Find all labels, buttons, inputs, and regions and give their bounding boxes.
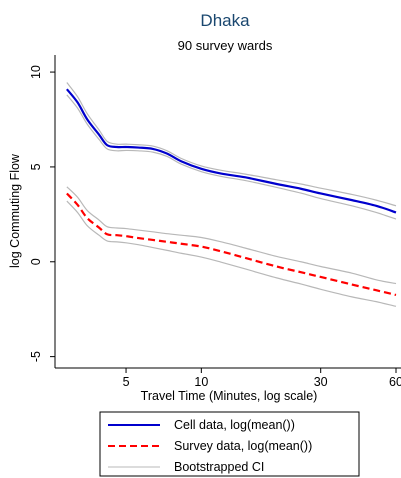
series-cell-line [66,88,397,214]
ci-upper-survey [66,186,397,285]
series-layer [66,82,397,307]
series-survey-line [66,192,397,297]
y-tick-label: 0 [29,258,43,265]
x-axis-label: Travel Time (Minutes, log scale) [141,389,318,403]
x-tick-label: 30 [314,375,328,389]
x-tick-label: 10 [194,375,208,389]
legend-label-cell: Cell data, log(mean()) [174,418,295,432]
y-axis-ticks: -5 0 5 10 [29,65,55,362]
chart-subtitle: 90 survey wards [178,38,273,53]
chart-title: Dhaka [200,11,250,30]
legend: Cell data, log(mean()) Survey data, log(… [99,411,360,477]
x-tick-label: 5 [123,375,130,389]
x-tick-label: 60 [389,375,401,389]
legend-box [99,411,360,477]
ci-lower-survey [66,200,397,307]
y-tick-label: 5 [29,163,43,170]
y-tick-label: -5 [29,351,43,362]
legend-label-ci: Bootstrapped CI [174,460,264,474]
ci-lower-cell [66,94,397,220]
x-axis-ticks: 5 10 30 60 [123,368,401,389]
y-tick-label: 10 [29,65,43,79]
y-axis-label: log Commuting Flow [8,153,22,268]
ci-upper-cell [66,82,397,207]
legend-label-survey: Survey data, log(mean()) [174,439,312,453]
